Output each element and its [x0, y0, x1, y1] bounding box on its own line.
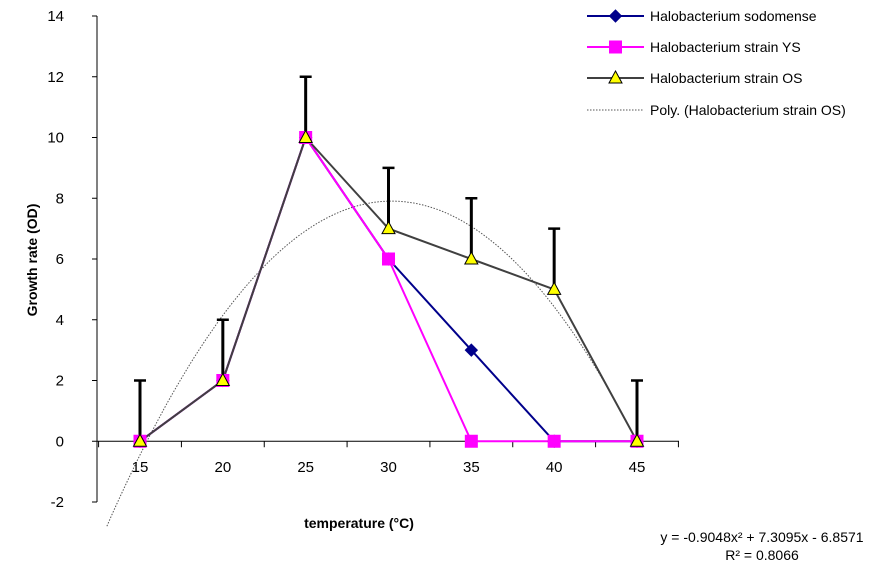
series-1-point: [464, 343, 479, 357]
trendline-r-squared: R² = 0.8066: [725, 547, 799, 563]
y-tick-label: 0: [56, 433, 64, 450]
y-tick-label: 4: [56, 312, 64, 329]
series-2-point: [547, 434, 561, 448]
series-3-point: [215, 372, 231, 386]
x-tick-label: 30: [380, 459, 397, 476]
legend: Halobacterium sodomense Halobacterium str…: [587, 8, 846, 118]
series-3-point: [298, 129, 314, 143]
legend-label: Halobacterium strain OS: [650, 70, 803, 86]
tick-labels: -2 0 2 4 6 8 10 12 14 15 20 25 30 35 40 45: [47, 8, 645, 511]
series-3-point: [629, 433, 645, 447]
legend-marker: [608, 69, 623, 84]
series-3-point: [463, 250, 479, 265]
series-2-point: [464, 434, 478, 448]
x-tick-label: 35: [463, 459, 480, 476]
series-3-point: [546, 281, 562, 295]
legend-label: Poly. (Halobacterium strain OS): [650, 102, 846, 118]
y-tick-label: 12: [47, 69, 64, 86]
y-tick-label: 14: [47, 8, 64, 25]
series-3-point: [132, 433, 148, 447]
y-tick-label: 6: [56, 251, 64, 268]
x-tick-label: 15: [132, 459, 149, 476]
error-bars: [134, 75, 643, 442]
y-tick-label: 8: [56, 190, 64, 207]
series-2-point: [382, 252, 395, 266]
y-axis-label: Growth rate (OD): [24, 204, 40, 317]
series-group: [132, 129, 645, 448]
x-tick-label: 40: [546, 459, 563, 476]
series-3-point: [381, 220, 396, 235]
legend-label: Halobacterium sodomense: [650, 8, 817, 24]
legend-label: Halobacterium strain YS: [650, 39, 801, 55]
y-tick-label: -2: [51, 494, 64, 511]
legend-marker: [608, 9, 623, 23]
y-tick-label: 10: [47, 130, 64, 147]
x-tick-label: 25: [297, 459, 314, 476]
x-tick-label: 45: [629, 459, 646, 476]
x-axis-label: temperature (°C): [304, 515, 414, 531]
legend-marker: [609, 40, 622, 54]
x-tick-label: 20: [214, 459, 231, 476]
y-tick-label: 2: [56, 373, 64, 390]
trendline-equation: y = -0.9048x² + 7.3095x - 6.8571: [660, 529, 863, 545]
